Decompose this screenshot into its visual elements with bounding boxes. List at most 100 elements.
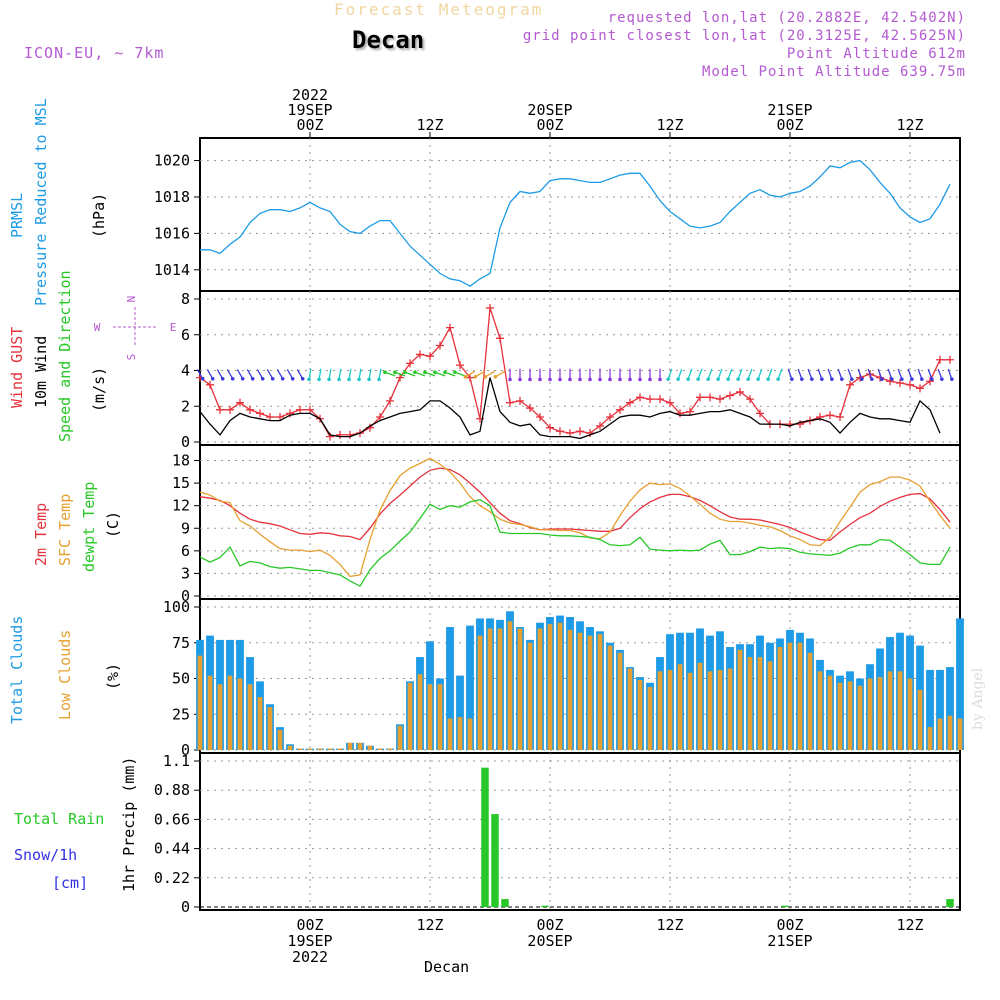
low-cloud-bar — [397, 725, 403, 750]
low-cloud-bar — [417, 674, 423, 750]
requested-coords: requested lon,lat (20.2882E, 42.5402N) — [607, 10, 966, 26]
wind-arrow-head — [638, 377, 642, 382]
wind-arrow-head — [300, 376, 305, 381]
wind-gust-marker — [906, 380, 914, 389]
wind-gust-marker — [336, 430, 344, 439]
top-tick-label: 2022 — [292, 86, 328, 104]
low-cloud-bar — [747, 657, 753, 750]
wind-arrow-head — [746, 377, 750, 381]
wind-gust-marker — [706, 393, 714, 402]
wind-arrow-head — [820, 377, 824, 381]
precip-bar — [946, 899, 954, 907]
low-cloud-bar — [497, 628, 503, 750]
wind-arrow-head — [776, 377, 780, 381]
location-title: Decan — [352, 26, 425, 54]
wind-arrow-head — [676, 377, 680, 381]
low-cloud-bar — [807, 652, 813, 750]
wind-arrow-head — [880, 377, 884, 381]
wind-gust-marker — [466, 373, 474, 382]
wind-arrow-head — [608, 377, 612, 382]
wind-gust-marker — [716, 395, 724, 404]
bottom-tick-label: 12Z — [656, 916, 683, 934]
temp-ytick-label: 18 — [172, 452, 190, 470]
top-tick-label: 00Z — [536, 116, 563, 134]
pressure-ytick-label: 1020 — [154, 152, 190, 170]
wind-gust-marker — [406, 359, 414, 368]
wind-gust-marker — [596, 421, 604, 430]
low-cloud-bar — [567, 629, 573, 750]
wind-arrow-head — [810, 377, 814, 381]
low-cloud-bar — [847, 681, 853, 750]
compass-cross — [113, 307, 157, 347]
bottom-tick-label: 12Z — [896, 916, 923, 934]
wind-gust-marker — [916, 384, 924, 393]
pressure-series-line — [200, 159, 951, 287]
wind-gust-marker — [206, 380, 214, 389]
low-cloud-bar — [827, 675, 833, 750]
precip-ytick-label: 0 — [181, 898, 190, 916]
low-cloud-bar — [557, 622, 563, 750]
wind-gust-marker — [926, 377, 934, 386]
wind-arrow-head — [443, 370, 447, 375]
wind-arrow-head — [317, 377, 321, 382]
top-tick-label: 19SEP — [287, 101, 332, 119]
wind-gust-marker — [936, 355, 944, 364]
low-cloud-bar — [347, 742, 353, 750]
wind-arrow-head — [628, 377, 632, 382]
low-cloud-bar — [937, 718, 943, 750]
low-cloud-bar — [487, 628, 493, 750]
wind-gust-marker — [556, 427, 564, 436]
low-cloud-bar — [677, 664, 683, 750]
low-cloud-bar — [587, 635, 593, 750]
bottom-tick-label: 00Z — [536, 916, 563, 934]
wind-gust-marker — [676, 409, 684, 418]
low-cloud-bar — [327, 748, 333, 750]
wind-arrow-head — [403, 370, 407, 375]
wind-arrow-head — [548, 377, 552, 382]
temp-ytick-label: 15 — [172, 474, 190, 492]
temp-series-line — [199, 457, 951, 578]
wind-gust-marker — [586, 429, 594, 438]
total-cloud-bar — [466, 625, 474, 750]
top-tick-label: 20SEP — [527, 101, 572, 119]
low-cloud-bar — [857, 685, 863, 750]
wind-arrow-head — [423, 370, 427, 375]
low-cloud-bar — [917, 689, 923, 750]
wind-gust-marker — [726, 391, 734, 400]
low-cloud-bar — [537, 628, 543, 750]
wind-ytick-label: 8 — [181, 290, 190, 308]
low-cloud-bar — [667, 669, 673, 750]
model-altitude: Model Point Altitude 639.75m — [701, 64, 966, 80]
temp-ytick-label: 0 — [181, 587, 190, 605]
low-cloud-bar — [467, 718, 473, 750]
temp-frame — [199, 444, 961, 600]
wind-arrow-head — [850, 377, 854, 381]
wind-arrow-head — [578, 377, 582, 382]
low-cloud-bar — [377, 748, 383, 750]
wind-arrow-head — [337, 377, 341, 382]
wind-gust-marker — [786, 420, 794, 429]
total-cloud-bar — [456, 675, 464, 750]
wind-arrow-head — [648, 377, 652, 382]
clouds-ytick-label: 50 — [172, 670, 190, 688]
wind-gust-marker — [286, 409, 294, 418]
wind-arrow-head — [686, 377, 690, 381]
low-cloud-bar — [217, 684, 223, 750]
precip-ytick-label: 0.88 — [154, 781, 190, 799]
wind-ytick-label: 4 — [181, 362, 190, 380]
faint-title: Forecast Meteogram — [334, 0, 544, 19]
low-cloud-bar — [577, 632, 583, 750]
wind-gust-marker — [606, 412, 614, 421]
low-cloud-bar — [507, 621, 513, 750]
low-cloud-bar — [527, 642, 533, 750]
low-cloud-bar — [307, 748, 313, 750]
low-cloud-bar — [297, 748, 303, 750]
low-cloud-bar — [237, 678, 243, 750]
wind-arrow-head — [588, 377, 592, 382]
pressure-ytick-label: 1016 — [154, 224, 190, 242]
temp-ytick-label: 6 — [181, 542, 190, 560]
bottom-tick-label: 20SEP — [527, 932, 572, 950]
top-tick-label: 12Z — [896, 116, 923, 134]
wind-gust-marker — [546, 423, 554, 432]
wind-arrow-head — [307, 377, 311, 382]
